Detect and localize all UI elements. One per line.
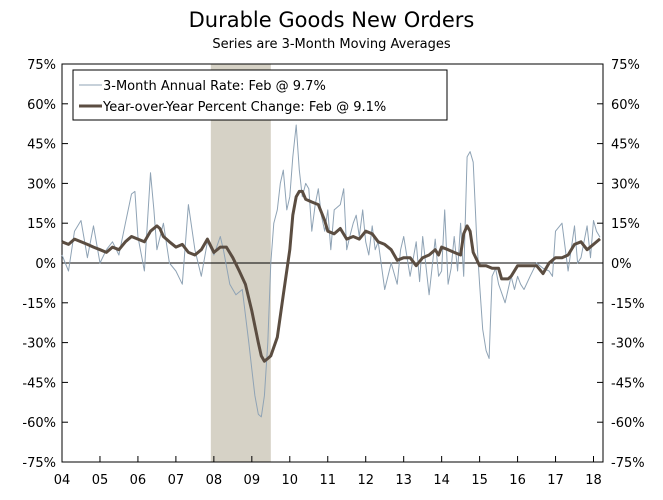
y-tick-label-left: -60% [22,416,56,431]
y-tick-label-right: -45% [611,376,645,391]
x-tick-label: 14 [433,473,450,488]
chart-title: Durable Goods New Orders [188,8,475,32]
legend-label-yoy: Year-over-Year Percent Change: Feb @ 9.1… [102,100,386,115]
series-line-annual-rate [61,124,601,418]
x-tick-label: 17 [547,473,564,488]
legend-label-annual-rate: 3-Month Annual Rate: Feb @ 9.7% [103,79,326,94]
y-tick-label-right: 15% [611,217,640,232]
y-tick-label-right: -30% [611,337,645,352]
series-line-yoy [61,189,601,363]
x-tick-label: 04 [54,473,71,488]
y-tick-label-right: 60% [611,98,640,113]
y-tick-label-right: 30% [611,177,640,192]
x-tick-label: 06 [130,473,147,488]
x-tick-label: 16 [509,473,526,488]
y-tick-label-right: -15% [611,297,645,312]
x-tick-label: 12 [357,473,374,488]
y-tick-label-right: 0% [611,257,632,272]
x-tick-label: 08 [206,473,223,488]
y-tick-label-left: -15% [22,297,56,312]
x-tick-label: 11 [319,473,336,488]
y-tick-label-left: 60% [27,98,56,113]
y-tick-label-left: 15% [27,217,56,232]
x-tick-label: 10 [282,473,299,488]
y-tick-label-right: -60% [611,416,645,431]
y-tick-label-left: 45% [27,138,56,153]
y-tick-label-left: 30% [27,177,56,192]
y-tick-label-right: -75% [611,456,645,471]
x-tick-label: 15 [471,473,488,488]
x-tick-label: 09 [244,473,261,488]
y-tick-label-right: 75% [611,58,640,73]
y-tick-label-left: -45% [22,376,56,391]
x-tick-label: 13 [395,473,412,488]
chart-subtitle: Series are 3-Month Moving Averages [212,37,451,52]
y-tick-label-left: 75% [27,58,56,73]
x-tick-label: 18 [585,473,602,488]
x-tick-label: 05 [92,473,109,488]
y-tick-label-left: -30% [22,337,56,352]
legend-box [72,69,448,121]
y-tick-label-right: 45% [611,138,640,153]
x-tick-label: 07 [168,473,185,488]
y-tick-label-left: -75% [22,456,56,471]
y-tick-label-left: 0% [35,257,56,272]
